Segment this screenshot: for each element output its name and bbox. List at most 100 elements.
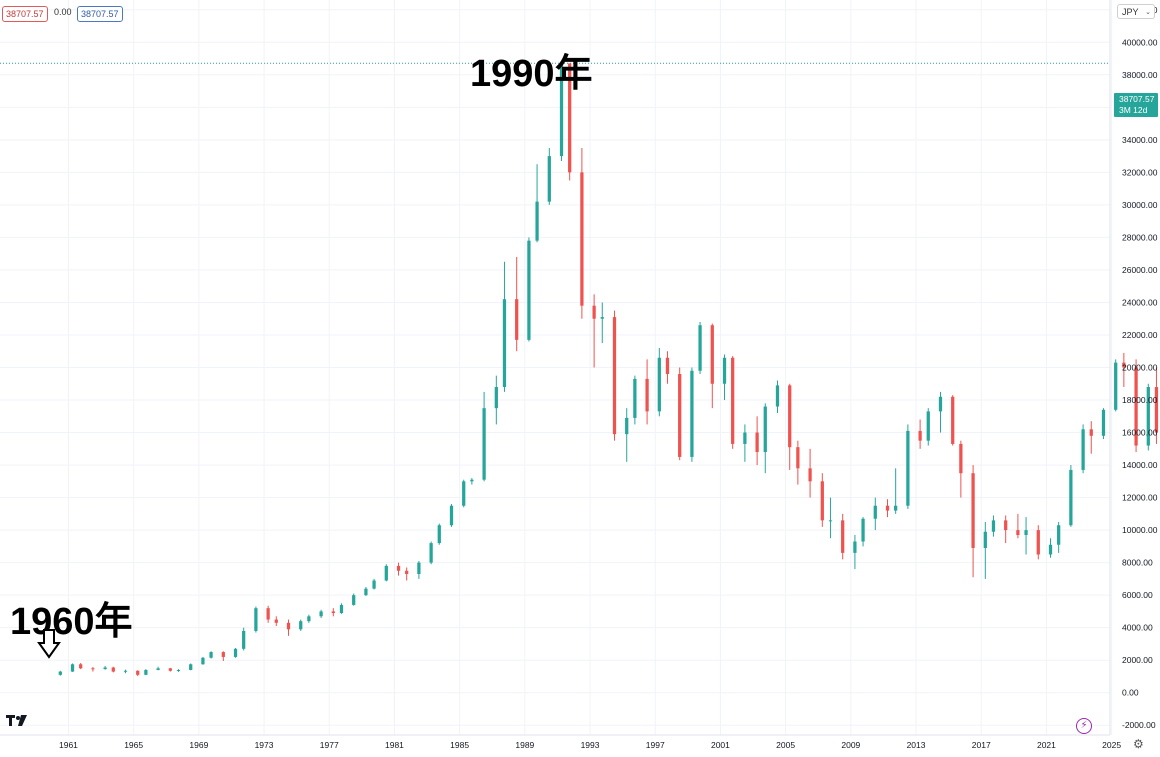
y-tick-label: 2000.00 xyxy=(1122,655,1153,665)
candle-body xyxy=(690,370,694,457)
candle-body xyxy=(547,156,551,202)
candle-body xyxy=(233,648,238,657)
candle-body xyxy=(535,201,539,241)
candle-body xyxy=(384,565,388,581)
candle-body xyxy=(437,525,441,544)
candle-body xyxy=(201,657,205,665)
candle-body xyxy=(808,468,812,482)
candle-body xyxy=(1057,525,1061,545)
x-tick-label: 1973 xyxy=(255,740,274,750)
y-tick-label: 0.00 xyxy=(1122,688,1139,698)
candle-body xyxy=(971,473,975,548)
candle-body xyxy=(743,432,747,444)
x-tick-label: 1997 xyxy=(646,740,665,750)
y-tick-label: 6000.00 xyxy=(1122,590,1153,600)
candle-body xyxy=(189,664,193,670)
candle-body xyxy=(405,570,409,575)
candle-body xyxy=(156,668,160,670)
y-tick-label: 22000.00 xyxy=(1122,330,1158,340)
candle-body xyxy=(221,652,225,657)
candle-body xyxy=(906,430,910,506)
candle-body xyxy=(612,317,617,435)
candle-body xyxy=(254,608,258,631)
candle-body xyxy=(209,652,213,658)
candle-body xyxy=(841,520,845,553)
lightning-icon[interactable]: ⚡ xyxy=(1076,718,1092,734)
candle-body xyxy=(515,299,519,340)
candle-body xyxy=(111,667,115,672)
chart-grid xyxy=(0,0,1113,735)
price-change: 0.00 xyxy=(54,7,72,17)
candle-body xyxy=(1048,544,1053,555)
currency-selector[interactable]: JPY ⌄ xyxy=(1117,4,1155,19)
down-arrow-icon xyxy=(37,629,61,659)
candle-body xyxy=(763,406,767,453)
candle-body xyxy=(959,443,963,474)
x-tick-label: 2017 xyxy=(972,740,991,750)
y-tick-label: 20000.00 xyxy=(1122,363,1158,373)
candle-body xyxy=(429,543,433,563)
last-price-label: 38707.57 3M 12d xyxy=(1114,93,1158,117)
candle-body xyxy=(665,357,670,375)
candle-body xyxy=(788,385,792,448)
y-tick-label: 38000.00 xyxy=(1122,70,1158,80)
candle-body xyxy=(828,520,833,522)
last-price-value: 38707.57 xyxy=(1119,94,1155,104)
candle-body xyxy=(645,378,649,412)
candle-body xyxy=(396,565,401,571)
candle-body xyxy=(559,63,564,157)
candle-body xyxy=(796,447,800,469)
y-tick-label: 40000.00 xyxy=(1122,37,1158,47)
y-tick-label: 24000.00 xyxy=(1122,297,1158,307)
candle-body xyxy=(470,479,474,482)
candle-body xyxy=(319,611,323,617)
candle-body xyxy=(1024,530,1028,535)
gear-icon[interactable]: ⚙ xyxy=(1133,737,1144,751)
candle-body xyxy=(951,396,955,444)
candle-body xyxy=(274,619,278,623)
candle-body xyxy=(861,518,865,542)
x-tick-label: 1985 xyxy=(450,740,469,750)
candle-body xyxy=(168,668,172,671)
y-tick-label: 30000.00 xyxy=(1122,200,1158,210)
candle-body xyxy=(853,541,857,553)
tradingview-logo-icon[interactable] xyxy=(6,714,28,731)
candle-body xyxy=(103,667,107,670)
candle-body xyxy=(894,505,898,511)
y-tick-label: 4000.00 xyxy=(1122,623,1153,633)
candle-body xyxy=(1036,530,1040,555)
candle-body xyxy=(176,669,181,671)
candle-body xyxy=(1089,429,1093,436)
y-tick-label: 18000.00 xyxy=(1122,395,1158,405)
candle-body xyxy=(91,668,95,670)
candle-body xyxy=(698,325,702,371)
candle-body xyxy=(1122,362,1126,368)
x-tick-label: 2009 xyxy=(841,740,860,750)
candle-body xyxy=(983,531,987,548)
annotation-start: 1960年 xyxy=(10,601,133,643)
x-tick-label: 1977 xyxy=(320,740,339,750)
candle-body xyxy=(820,481,824,521)
x-tick-label: 1965 xyxy=(124,740,143,750)
candle-body xyxy=(775,385,780,407)
y-tick-label: 28000.00 xyxy=(1122,232,1158,242)
currency-label: JPY xyxy=(1122,7,1139,17)
candle-body xyxy=(1146,387,1150,446)
candle-body xyxy=(339,604,344,614)
candle-body xyxy=(307,616,311,622)
candle-body xyxy=(70,664,75,672)
x-tick-label: 1961 xyxy=(59,740,78,750)
candle-body xyxy=(731,357,735,444)
candle-body xyxy=(568,63,572,173)
candle-body xyxy=(494,387,498,409)
candle-body xyxy=(417,562,421,575)
x-tick-label: 2025 xyxy=(1102,740,1121,750)
candle-body xyxy=(722,357,727,384)
y-tick-label: 14000.00 xyxy=(1122,460,1158,470)
candle-body xyxy=(1081,429,1085,470)
last-price-red-box: 38707.57 xyxy=(2,6,48,22)
candle-body xyxy=(242,630,246,649)
candle-body xyxy=(502,299,507,388)
candle-body xyxy=(873,505,877,519)
